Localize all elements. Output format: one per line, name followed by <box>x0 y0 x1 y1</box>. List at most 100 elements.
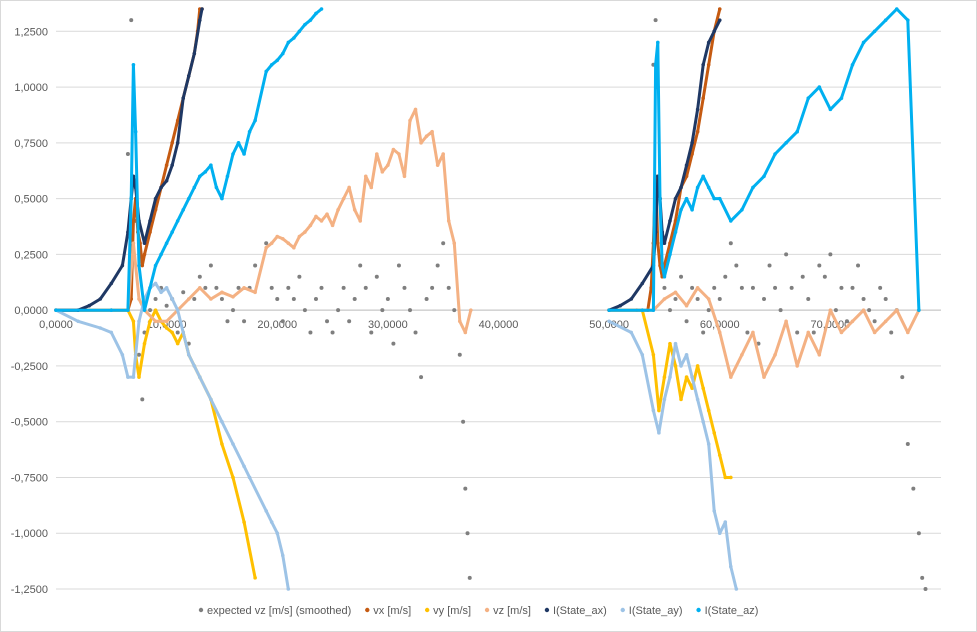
data-point <box>856 263 861 268</box>
data-point <box>756 341 761 346</box>
data-point <box>800 274 805 279</box>
data-point <box>164 326 169 330</box>
y-tick-label: 0,0000 <box>14 305 48 317</box>
data-point <box>140 263 145 268</box>
data-point <box>723 520 728 524</box>
data-point <box>129 196 134 201</box>
data-point <box>723 475 728 480</box>
data-point <box>131 319 136 324</box>
data-point <box>905 442 910 446</box>
legend-item: vz [m/s] <box>484 605 531 617</box>
y-tick-label: -1,0000 <box>11 528 48 540</box>
data-point <box>280 319 285 324</box>
data-point <box>336 308 341 313</box>
data-point <box>656 40 660 45</box>
data-point <box>679 274 684 279</box>
data-point <box>292 245 296 250</box>
data-point <box>795 364 799 368</box>
y-tick-label: 0,5000 <box>14 194 48 206</box>
data-point <box>850 285 855 290</box>
data-point <box>330 330 335 335</box>
data-point <box>690 386 694 391</box>
data-point <box>396 263 401 268</box>
data-point <box>695 185 700 190</box>
data-point <box>712 509 717 513</box>
legend-marker <box>424 607 430 613</box>
data-point <box>402 174 407 179</box>
x-tick-label: 20,0000 <box>257 319 297 331</box>
data-point <box>695 286 700 290</box>
data-point <box>920 575 925 580</box>
data-point <box>375 152 379 156</box>
data-point <box>125 152 130 156</box>
data-point <box>684 375 689 379</box>
data-point <box>209 397 213 402</box>
data-point <box>192 51 197 56</box>
data-point <box>729 219 733 223</box>
x-tick-label: 60,0000 <box>700 319 740 331</box>
data-point <box>723 274 728 279</box>
data-point <box>806 96 811 101</box>
data-point <box>380 170 385 174</box>
data-point <box>408 118 412 123</box>
data-point <box>231 152 235 156</box>
data-point <box>712 29 717 34</box>
data-point <box>717 18 722 22</box>
legend-marker <box>620 607 625 613</box>
legend-item: I(State_az) <box>696 605 758 617</box>
data-point <box>219 297 224 301</box>
data-point <box>767 263 772 268</box>
data-point <box>679 185 683 190</box>
data-point <box>894 308 899 312</box>
data-point <box>784 319 788 324</box>
data-point <box>269 62 274 67</box>
data-point <box>465 531 470 536</box>
data-point <box>629 330 634 335</box>
data-point <box>153 297 158 301</box>
data-point <box>397 152 401 156</box>
y-tick-label: -0,2500 <box>11 361 48 373</box>
data-point <box>712 285 717 290</box>
data-point <box>142 241 147 246</box>
data-point <box>684 174 689 179</box>
data-point <box>109 330 114 335</box>
data-point <box>175 141 180 145</box>
legend-item: expected vz [m/s] (smoothed) <box>198 605 351 617</box>
data-point <box>684 303 689 308</box>
data-point <box>889 330 894 335</box>
data-point <box>463 486 468 491</box>
data-point <box>883 297 888 301</box>
data-point <box>142 341 147 346</box>
data-point <box>137 375 141 379</box>
data-point <box>325 319 330 324</box>
data-point <box>120 352 125 357</box>
data-point <box>159 252 163 257</box>
data-point <box>209 297 213 301</box>
data-point <box>297 29 302 34</box>
data-point <box>679 364 683 368</box>
data-point <box>159 185 163 190</box>
data-point <box>424 297 429 301</box>
data-point <box>292 36 296 40</box>
data-point <box>369 330 374 335</box>
data-point <box>660 263 665 268</box>
legend-item: vy [m/s] <box>424 605 471 617</box>
data-point <box>269 285 274 290</box>
data-point <box>314 11 318 16</box>
data-point <box>684 163 689 167</box>
data-point <box>170 330 174 335</box>
data-point <box>247 129 252 134</box>
data-point <box>706 62 711 67</box>
data-point <box>291 297 296 301</box>
data-point <box>142 308 147 312</box>
legend-marker <box>365 607 370 613</box>
series-line <box>54 7 921 312</box>
data-point <box>275 234 280 239</box>
data-point <box>374 274 379 279</box>
data-point <box>137 263 141 268</box>
series-5 <box>54 281 739 591</box>
data-point <box>408 308 412 313</box>
data-point <box>695 364 700 368</box>
data-point <box>109 308 114 312</box>
